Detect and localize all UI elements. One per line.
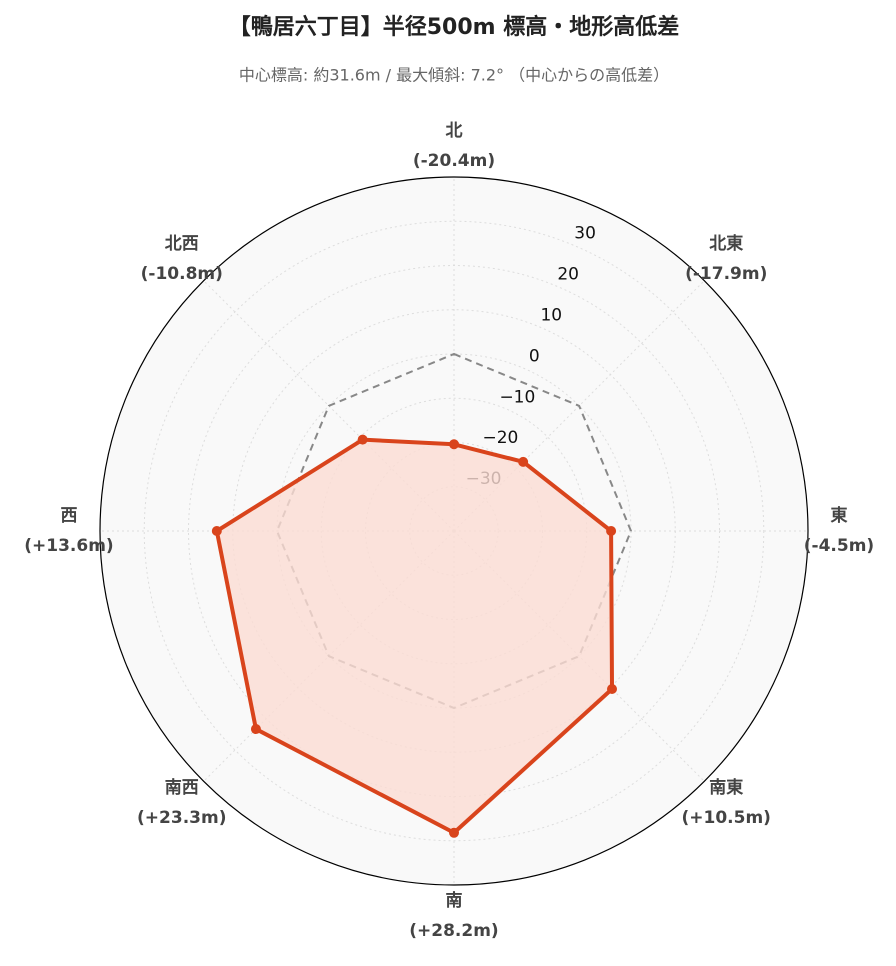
- value-label: (-17.9m): [685, 264, 767, 284]
- r-tick-label: 20: [557, 265, 579, 285]
- r-tick-label: 10: [540, 306, 562, 326]
- value-label: (+13.6m): [24, 536, 113, 556]
- grid-ring: [232, 309, 676, 753]
- data-point: [211, 526, 222, 536]
- value-label: (+23.3m): [137, 808, 226, 828]
- data-point: [518, 456, 529, 467]
- r-tick-label: 0: [529, 346, 540, 366]
- r-tick-label: −10: [499, 387, 535, 407]
- category-label: 北東: [709, 233, 743, 254]
- chart-title: 【鴨居六丁目】半径500m 標高・地形高低差: [229, 14, 680, 40]
- value-label: (-4.5m): [804, 536, 874, 556]
- r-tick-label: −20: [483, 428, 519, 448]
- category-label: 南東: [709, 777, 743, 798]
- data-point: [449, 827, 459, 838]
- category-label: 東: [831, 505, 848, 526]
- category-label: 南西: [165, 777, 199, 798]
- chart-subtitle: 中心標高: 約31.6m / 最大傾斜: 7.2° （中心からの高低差）: [239, 66, 669, 85]
- data-point: [357, 434, 368, 445]
- category-label: 南: [446, 890, 463, 911]
- data-point: [607, 684, 618, 695]
- grid-ring: [143, 220, 765, 842]
- category-label: 北: [446, 121, 463, 141]
- value-label: (-10.8m): [141, 264, 223, 284]
- data-point: [449, 439, 459, 450]
- r-tick-label: 30: [574, 224, 596, 244]
- value-label: (+28.2m): [409, 921, 498, 941]
- value-label: (-20.4m): [413, 151, 495, 171]
- category-label: 西: [61, 506, 78, 526]
- data-point: [250, 724, 261, 735]
- value-label: (+10.5m): [682, 808, 771, 828]
- data-point: [606, 526, 617, 536]
- category-label: 北西: [165, 234, 199, 254]
